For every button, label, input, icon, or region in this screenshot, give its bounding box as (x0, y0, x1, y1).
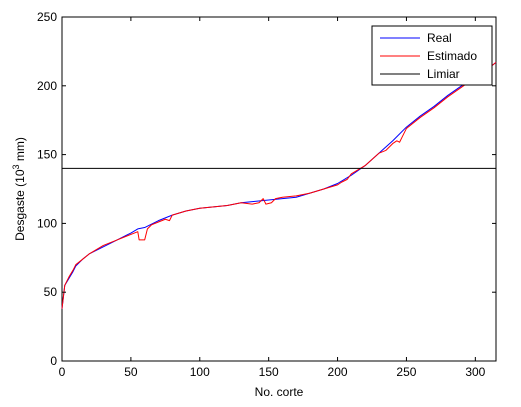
x-tick-label-250: 250 (396, 365, 416, 379)
y-axis-label-suffix: mm) (13, 137, 27, 164)
series-layer (61, 62, 497, 309)
y-tick-label-200: 200 (37, 79, 57, 93)
x-tick-label-300: 300 (465, 365, 485, 379)
series-line-estimado (61, 62, 497, 309)
x-tick-label-50: 50 (124, 365, 138, 379)
legend-label-real: Real (427, 31, 452, 45)
y-axis-label-exponent: 3 (11, 164, 21, 169)
legend-label-limiar: Limiar (427, 67, 460, 81)
legend: Real Estimado Limiar (371, 25, 493, 86)
legend-label-estimado: Estimado (427, 49, 477, 63)
y-tick-label-50: 50 (44, 285, 58, 299)
y-tick-label-150: 150 (37, 148, 57, 162)
y-tick-label-100: 100 (37, 216, 57, 230)
y-tick-label-250: 250 (37, 10, 57, 24)
x-tick-label-150: 150 (259, 365, 279, 379)
x-axis-label: No. corte (255, 385, 304, 399)
x-tick-label-100: 100 (190, 365, 210, 379)
x-tick-label-0: 0 (59, 365, 66, 379)
y-axis-label: Desgaste (103 mm) (11, 137, 27, 241)
ticks-layer: 0 50 100 150 200 250 300 0 50 100 150 200 250 (37, 10, 496, 379)
y-axis-label-prefix: Desgaste (10 (13, 169, 27, 241)
x-tick-label-200: 200 (328, 365, 348, 379)
y-tick-label-0: 0 (50, 354, 57, 368)
